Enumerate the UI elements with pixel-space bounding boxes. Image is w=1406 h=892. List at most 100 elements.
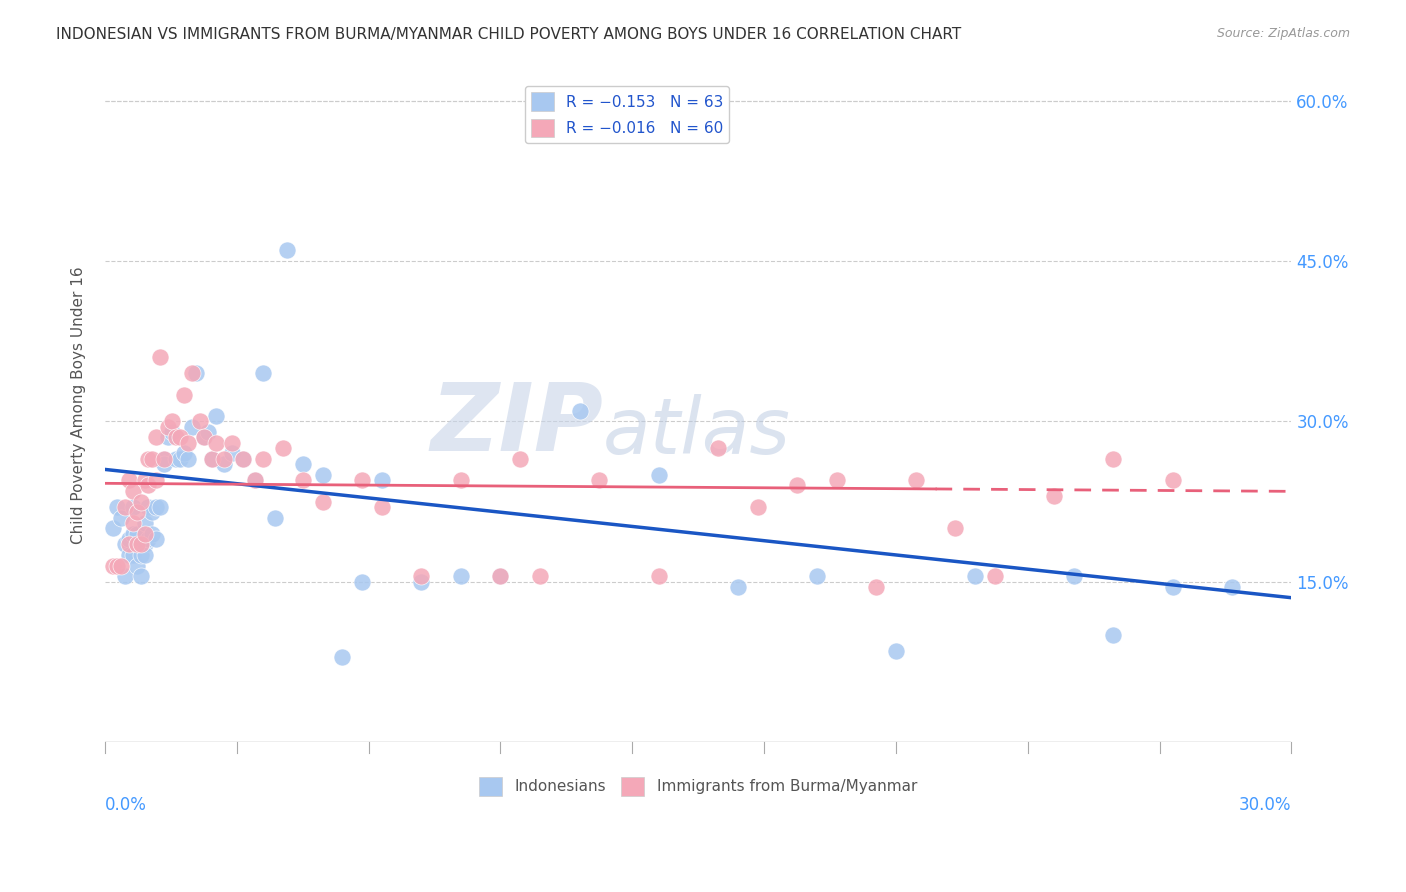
Point: [221, 435, 243, 450]
Point: [568, 403, 591, 417]
Point: [129, 494, 152, 508]
Point: [169, 430, 191, 444]
Point: [529, 569, 551, 583]
Point: [221, 446, 243, 460]
Point: [134, 516, 156, 530]
Point: [105, 558, 128, 573]
Point: [101, 521, 124, 535]
Point: [121, 548, 143, 562]
Point: [153, 451, 176, 466]
Point: [245, 473, 267, 487]
Point: [1161, 580, 1184, 594]
Point: [134, 537, 156, 551]
Point: [125, 558, 148, 573]
Point: [105, 500, 128, 514]
Point: [173, 446, 195, 460]
Point: [134, 473, 156, 487]
Point: [177, 435, 200, 450]
Point: [647, 467, 669, 482]
Point: [291, 473, 314, 487]
Point: [129, 548, 152, 562]
Point: [138, 500, 160, 514]
Point: [943, 521, 966, 535]
Point: [145, 532, 167, 546]
Point: [141, 505, 163, 519]
Point: [138, 478, 160, 492]
Point: [114, 537, 136, 551]
Text: ZIP: ZIP: [430, 379, 603, 472]
Point: [1063, 569, 1085, 583]
Point: [588, 473, 610, 487]
Point: [160, 414, 183, 428]
Text: 30.0%: 30.0%: [1239, 796, 1292, 814]
Point: [177, 451, 200, 466]
Point: [884, 644, 907, 658]
Point: [134, 526, 156, 541]
Point: [904, 473, 927, 487]
Point: [184, 366, 207, 380]
Point: [157, 419, 180, 434]
Point: [352, 473, 374, 487]
Point: [252, 451, 274, 466]
Point: [201, 451, 224, 466]
Point: [193, 430, 215, 444]
Point: [118, 532, 141, 546]
Point: [188, 414, 211, 428]
Point: [1102, 628, 1125, 642]
Y-axis label: Child Poverty Among Boys Under 16: Child Poverty Among Boys Under 16: [72, 267, 86, 544]
Point: [212, 457, 235, 471]
Point: [509, 451, 531, 466]
Point: [181, 419, 204, 434]
Point: [984, 569, 1007, 583]
Point: [276, 244, 298, 258]
Point: [114, 569, 136, 583]
Point: [1102, 451, 1125, 466]
Point: [707, 441, 730, 455]
Point: [450, 569, 472, 583]
Point: [141, 451, 163, 466]
Point: [352, 574, 374, 589]
Point: [110, 510, 132, 524]
Point: [157, 430, 180, 444]
Point: [145, 473, 167, 487]
Point: [114, 500, 136, 514]
Point: [193, 430, 215, 444]
Point: [232, 451, 254, 466]
Point: [129, 537, 152, 551]
Point: [118, 548, 141, 562]
Point: [747, 500, 769, 514]
Point: [865, 580, 887, 594]
Point: [245, 473, 267, 487]
Point: [371, 473, 394, 487]
Point: [165, 451, 187, 466]
Text: Source: ZipAtlas.com: Source: ZipAtlas.com: [1216, 27, 1350, 40]
Point: [125, 526, 148, 541]
Point: [204, 409, 226, 423]
Point: [1220, 580, 1243, 594]
Point: [204, 435, 226, 450]
Point: [271, 441, 294, 455]
Point: [110, 558, 132, 573]
Point: [291, 457, 314, 471]
Point: [121, 500, 143, 514]
Point: [165, 430, 187, 444]
Point: [330, 649, 353, 664]
Point: [264, 510, 287, 524]
Point: [149, 500, 172, 514]
Point: [169, 451, 191, 466]
Point: [181, 366, 204, 380]
Point: [201, 451, 224, 466]
Point: [371, 500, 394, 514]
Point: [232, 451, 254, 466]
Point: [1043, 489, 1066, 503]
Point: [121, 483, 143, 498]
Point: [138, 532, 160, 546]
Point: [121, 526, 143, 541]
Point: [141, 526, 163, 541]
Point: [825, 473, 848, 487]
Point: [121, 516, 143, 530]
Point: [173, 387, 195, 401]
Point: [145, 430, 167, 444]
Point: [311, 467, 333, 482]
Point: [450, 473, 472, 487]
